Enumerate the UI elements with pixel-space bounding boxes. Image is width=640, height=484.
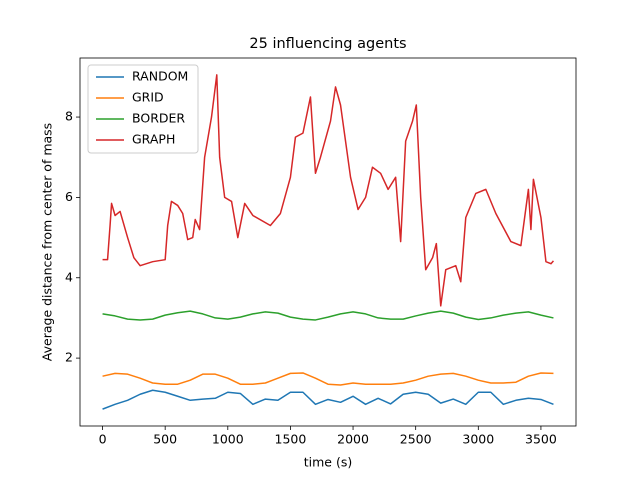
x-tick-label: 0 — [99, 432, 107, 447]
x-axis-label: time (s) — [304, 455, 352, 470]
plot-frame — [79, 57, 577, 427]
series-line — [102, 310, 554, 321]
x-tick-label: 1000 — [212, 432, 244, 447]
series-line — [102, 372, 554, 386]
legend-label: RANDOM — [132, 69, 188, 84]
x-tick-label: 3500 — [525, 432, 557, 447]
legend-label: BORDER — [132, 111, 185, 126]
x-tick-label: 500 — [153, 432, 177, 447]
x-tick-label: 1500 — [275, 432, 307, 447]
x-tick-label: 2500 — [400, 432, 432, 447]
y-tick-label: 8 — [65, 109, 73, 124]
series-line — [102, 74, 555, 307]
y-tick-label: 4 — [65, 269, 73, 284]
y-tick-label: 6 — [65, 189, 73, 204]
series-line — [102, 389, 554, 410]
legend-box — [87, 64, 199, 154]
y-tick-label: 2 — [65, 350, 73, 365]
y-axis-label: Average distance from center of mass — [40, 123, 55, 361]
x-tick-label: 2000 — [337, 432, 369, 447]
legend-label: GRAPH — [132, 132, 175, 147]
x-tick-label: 3000 — [462, 432, 494, 447]
chart-title: 25 influencing agents — [249, 36, 406, 52]
legend-label: GRID — [132, 90, 164, 105]
